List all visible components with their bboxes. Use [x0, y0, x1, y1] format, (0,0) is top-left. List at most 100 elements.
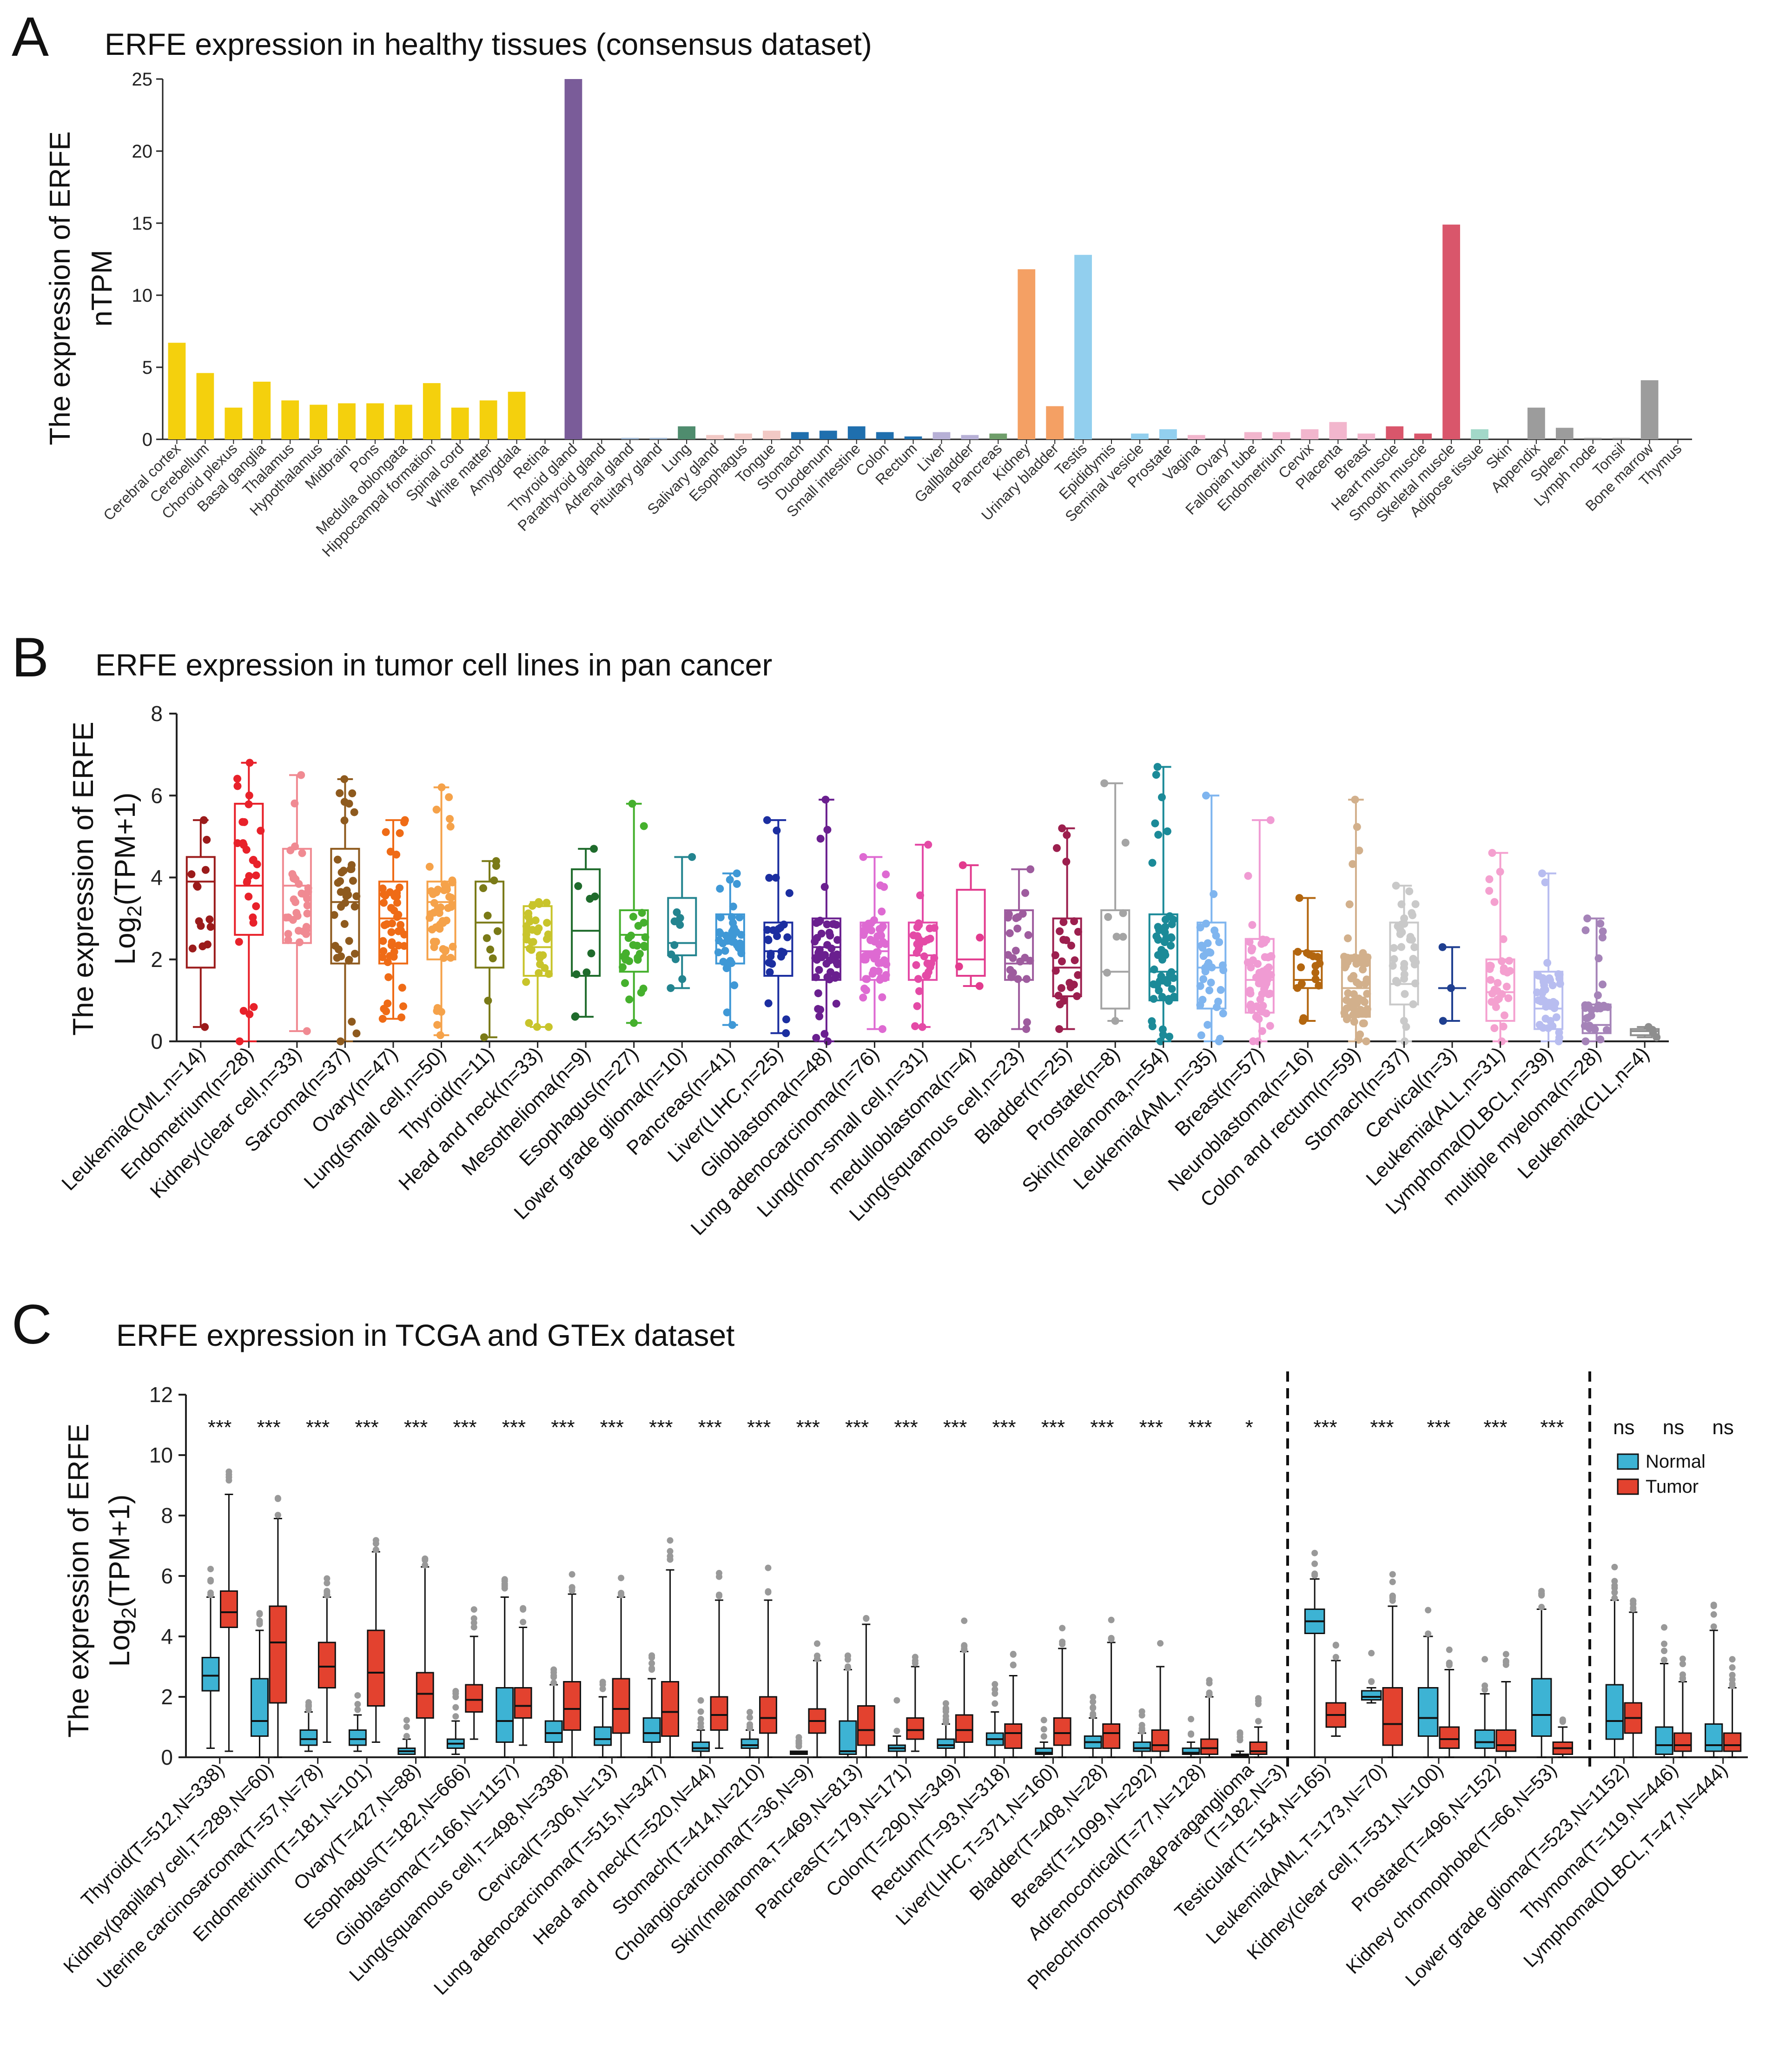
panel-c-tumor-box [367, 1629, 385, 1707]
panel-b-point [394, 927, 403, 935]
panel-b-point [443, 885, 451, 894]
panel-b-point [812, 973, 820, 981]
panel-c-normal-outlier [1311, 1560, 1318, 1567]
panel-b-point [348, 789, 357, 798]
panel-b-point [1196, 923, 1204, 932]
panel-b-point [1167, 941, 1175, 950]
panel-c-normal-outlier [697, 1697, 704, 1704]
panel-b-point [814, 989, 822, 998]
panel-b-point [486, 946, 495, 954]
panel-b-point [345, 800, 353, 808]
panel-b-point [298, 849, 306, 857]
panel-c-significance: *** *** *** *** *** *** *** *** *** *** *** *** *** *… [208, 1416, 1734, 1439]
panel-b-point [1066, 983, 1075, 992]
panel-b-point [1599, 980, 1607, 989]
panel-a-bar [1442, 225, 1461, 439]
panel-b-point [1067, 941, 1075, 950]
panel-c-normal-box [299, 1729, 318, 1746]
panel-b-point [1259, 978, 1267, 986]
panel-a-bar [734, 433, 752, 439]
panel-b-point [1556, 980, 1564, 988]
panel-b-point [667, 984, 675, 992]
panel-b-point [1014, 975, 1022, 983]
panel-b-point [1500, 1011, 1508, 1019]
panel-b-point [1303, 949, 1311, 957]
panel-b-point [333, 954, 341, 962]
panel-b-point [345, 937, 353, 945]
panel-b-point [1533, 988, 1541, 997]
panel-b-point [380, 899, 388, 907]
panel-b-point [1152, 932, 1161, 940]
panel-b-point [303, 894, 311, 903]
panel-b-point [295, 938, 304, 947]
panel-a-bar [1187, 435, 1205, 439]
panel-c-tumor-outlier [618, 1591, 625, 1598]
panel-b-point [1499, 935, 1508, 943]
panel-b-point [764, 999, 773, 1007]
panel-c-tumor-outlier [324, 1580, 331, 1587]
panel-b-point [1202, 791, 1210, 800]
panel-b-point [1594, 954, 1603, 962]
panel-b-point [544, 1023, 553, 1031]
panel-b-point [1154, 831, 1163, 839]
panel-c-tumor-outlier [1332, 1642, 1339, 1648]
legend-normal-label: Normal [1646, 1451, 1706, 1472]
panel-b-point [400, 818, 409, 827]
panel-b-point [525, 944, 534, 953]
panel-b-point [1013, 924, 1022, 933]
panel-b-point [399, 1002, 407, 1011]
panel-b-point [1344, 989, 1352, 998]
panel-c-tumor-outlier [324, 1589, 331, 1596]
panel-b-point [379, 947, 388, 955]
panel-b-point [955, 962, 963, 971]
panel-b-point [785, 889, 793, 897]
panel-c-tumor-box [1723, 1732, 1742, 1752]
panel-b-point [832, 958, 840, 966]
panel-b-point [860, 984, 869, 993]
panel-b-point [1297, 980, 1306, 988]
panel-b-point [1005, 929, 1014, 937]
panel-b-point [1152, 771, 1160, 779]
panel-b-point [536, 960, 544, 968]
panel-c-normal-outlier [1236, 1729, 1243, 1736]
panel-b-point [1262, 936, 1270, 944]
panel-c-tumor-box [612, 1678, 630, 1734]
panel-a-bar [621, 437, 639, 439]
panel-c-normal-outlier [1661, 1657, 1668, 1664]
panel-c-normal-outlier [1538, 1603, 1545, 1610]
panel-b-point [378, 953, 387, 961]
panel-c-tumor-box [465, 1684, 483, 1713]
panel-c-tumor-outlier [225, 1477, 232, 1484]
panel-b-point [1500, 967, 1508, 975]
panel-a-bar [310, 404, 327, 439]
panel-b-box [1100, 909, 1131, 1010]
panel-c-tumor-box [317, 1642, 336, 1688]
panel-b-point [727, 959, 736, 967]
panel-b-point [284, 930, 292, 938]
panel-b-point [878, 907, 886, 916]
panel-b-point [1393, 978, 1402, 986]
panel-b-point [783, 933, 792, 941]
panel-b-point [1593, 991, 1602, 1000]
panel-b-point [524, 909, 533, 918]
panel-c-tumor-outlier [225, 1468, 232, 1475]
panel-a-bar [1555, 428, 1574, 439]
panel-b-point [774, 925, 783, 933]
panel-c-y-tick-label: 0 [161, 1745, 173, 1769]
panel-b-point [1541, 878, 1549, 887]
panel-c-tumor-outlier [961, 1645, 968, 1652]
panel-b-point [1548, 981, 1557, 990]
panel-b-point [1023, 975, 1031, 983]
panel-b-point [975, 982, 984, 990]
panel-b-point [1353, 823, 1361, 831]
panel-c-normal-outlier [747, 1723, 754, 1730]
panel-b-point [634, 922, 642, 930]
panel-b-point [240, 818, 248, 826]
panel-c-tumor-outlier [1059, 1641, 1066, 1648]
panel-b-point [1198, 996, 1207, 1004]
panel-c-significance-label: ns [1663, 1416, 1684, 1439]
panel-a-bar [961, 435, 979, 439]
panel-b-point [870, 954, 879, 963]
panel-a-y-tick-label: 0 [142, 430, 152, 450]
panel-c-tumor-box [1673, 1732, 1692, 1752]
